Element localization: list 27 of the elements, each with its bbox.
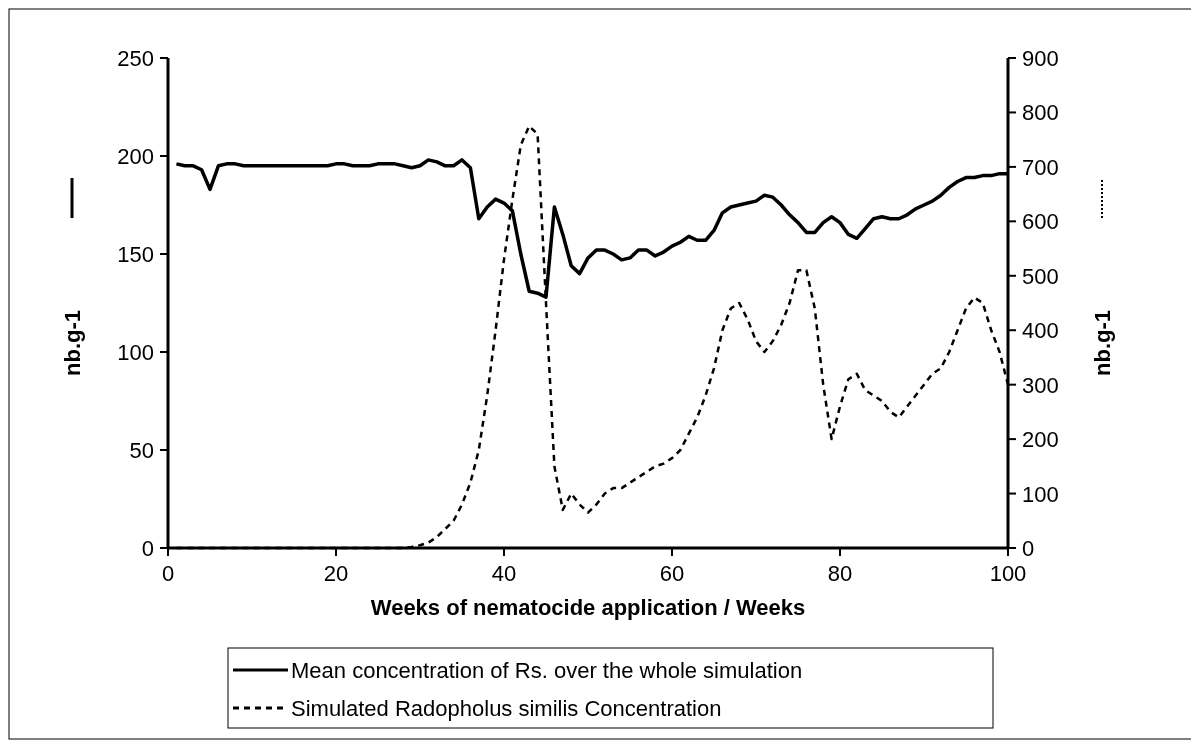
y2-tick-label: 100 (1022, 481, 1059, 507)
y2-tick-label: 0 (1022, 536, 1035, 561)
y-axis-title: nb.g-1 (60, 310, 85, 376)
y2-tick-label: 200 (1022, 427, 1059, 453)
y2-tick-label: 300 (1022, 372, 1059, 398)
legend-label: Simulated Radopholus similis Concentration (291, 696, 722, 721)
y-tick-label: 150 (117, 242, 154, 267)
y-tick-label: 250 (117, 46, 154, 71)
y2-tick-label: 800 (1022, 100, 1059, 126)
x-tick-label: 60 (659, 561, 685, 586)
legend-label: Mean concentration of Rs. over the whole simulation (291, 658, 803, 683)
x-axis-title: Weeks of nematocide application / Weeks (370, 595, 806, 620)
y2-tick-label: 900 (1022, 46, 1059, 71)
y-tick-label: 100 (117, 340, 154, 365)
y-tick-label: 50 (129, 438, 154, 463)
x-tick-label: 20 (323, 561, 349, 586)
y2-tick-label: 700 (1022, 154, 1059, 180)
y2-tick-label: 400 (1022, 318, 1059, 344)
y-tick-label: 0 (141, 536, 154, 561)
y2-axis-title: nb.g-1 (1090, 310, 1115, 376)
x-tick-label: 100 (989, 561, 1027, 586)
y-tick-label: 200 (117, 144, 154, 169)
y2-tick-label: 500 (1022, 263, 1059, 289)
x-tick-label: 40 (491, 561, 517, 586)
x-tick-label: 80 (827, 561, 853, 586)
x-tick-label: 0 (161, 561, 175, 586)
y2-tick-label: 600 (1022, 209, 1059, 235)
